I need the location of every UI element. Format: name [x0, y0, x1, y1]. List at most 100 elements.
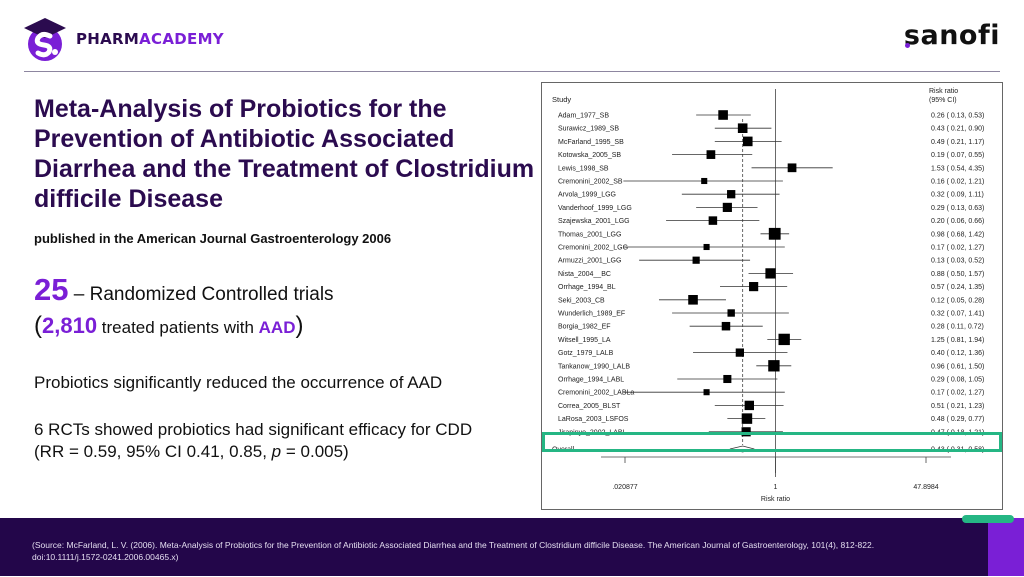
- column-header-study: Study: [552, 95, 571, 104]
- effect-value-label: 0.17 ( 0.02, 1.27): [931, 390, 984, 397]
- effect-size-marker: [737, 123, 748, 133]
- x-tick-label: .020877: [612, 484, 637, 491]
- effect-size-marker: [765, 268, 776, 279]
- graduation-cap-s-icon: [20, 14, 70, 64]
- study-label: Surawicz_1989_SB: [558, 126, 619, 133]
- effect-size-marker: [688, 295, 698, 305]
- effect-size-marker: [741, 413, 753, 424]
- stat-patients-number: 2,810: [42, 313, 98, 338]
- effect-value-label: 1.53 ( 0.54, 4.35): [931, 165, 984, 172]
- effect-size-marker: [768, 360, 780, 372]
- study-label: Cremonini_2002_LABLa: [558, 390, 634, 397]
- effect-value-label: 0.20 ( 0.06, 0.66): [931, 218, 984, 225]
- column-header-ci: (95% CI): [929, 97, 957, 104]
- effect-size-marker: [723, 374, 732, 384]
- effect-size-marker: [703, 389, 710, 396]
- effect-value-label: 0.40 ( 0.12, 1.36): [931, 350, 984, 357]
- study-label: Correa_2005_BLST: [558, 403, 621, 410]
- effect-value-label: 0.32 ( 0.07, 1.41): [931, 311, 984, 318]
- study-label: LaRosa_2003_LSFOS: [558, 416, 629, 423]
- effect-size-marker: [727, 309, 735, 317]
- overall-highlight-box: [542, 432, 1002, 452]
- finding-cdd: 6 RCTs showed probiotics had significant…: [34, 419, 504, 463]
- effect-value-label: 0.96 ( 0.61, 1.50): [931, 363, 984, 370]
- effect-size-marker: [749, 282, 759, 292]
- forest-plot: Study Risk ratio (95% CI) Adam_1977_SB 0.…: [541, 82, 1003, 510]
- footer-bar: [0, 518, 1024, 576]
- effect-value-label: 0.29 ( 0.13, 0.63): [931, 205, 984, 212]
- study-label: McFarland_1995_SB: [558, 139, 624, 146]
- study-label: Adam_1977_SB: [558, 113, 609, 120]
- stat-trials: 25 – Randomized Controlled trials: [34, 272, 334, 308]
- effect-value-label: 0.16 ( 0.02, 1.21): [931, 179, 984, 186]
- effect-size-marker: [778, 333, 790, 346]
- pharmacademy-wordmark: PHARMACADEMY: [76, 30, 224, 48]
- stat-trials-number: 25: [34, 272, 69, 307]
- study-label: Thomas_2001_LGG: [558, 231, 621, 238]
- study-label: Seki_2003_CB: [558, 297, 605, 304]
- study-label: Orrhage_1994_LABL: [558, 377, 624, 384]
- footer-green-pill: [962, 515, 1014, 523]
- effect-value-label: 0.19 ( 0.07, 0.55): [931, 152, 984, 159]
- effect-size-marker: [768, 227, 781, 240]
- effect-value-label: 0.98 ( 0.68, 1.42): [931, 231, 984, 238]
- study-label: Borgia_1982_EF: [558, 324, 611, 331]
- study-label: Nista_2004__BC: [558, 271, 611, 278]
- effect-value-label: 0.32 ( 0.09, 1.11): [931, 192, 984, 199]
- effect-size-marker: [742, 136, 753, 147]
- effect-value-label: 0.43 ( 0.21, 0.90): [931, 126, 984, 133]
- effect-value-label: 1.25 ( 0.81, 1.94): [931, 337, 984, 344]
- header-divider: [24, 71, 1000, 72]
- study-label: Tankanow_1990_LALB: [558, 363, 630, 370]
- study-label: Wunderlich_1989_EF: [558, 311, 625, 318]
- slide-subtitle: published in the American Journal Gastro…: [34, 231, 392, 246]
- x-tick-label: 47.8984: [913, 484, 938, 491]
- finding-cdd-text-b: = 0.005): [281, 442, 349, 461]
- effect-size-marker: [692, 256, 700, 264]
- study-label: Vanderhoof_1999_LGG: [558, 205, 632, 212]
- effect-value-label: 0.29 ( 0.08, 1.05): [931, 377, 984, 384]
- stat-patients-label: treated patients with: [97, 318, 259, 337]
- stat-patients: (2,810 treated patients with AAD): [34, 312, 304, 340]
- study-label: Armuzzi_2001_LGG: [558, 258, 621, 265]
- sanofi-wordmark: sanofi: [903, 20, 1000, 51]
- effect-size-marker: [727, 190, 736, 199]
- study-label: Arvola_1999_LGG: [558, 192, 616, 199]
- x-axis-label: Risk ratio: [761, 496, 790, 503]
- effect-value-label: 0.12 ( 0.05, 0.28): [931, 297, 984, 304]
- effect-size-marker: [787, 163, 797, 173]
- study-label: Orrhage_1994_BL: [558, 284, 616, 291]
- brand-part-pharm: PHARM: [76, 30, 140, 48]
- effect-size-marker: [744, 400, 754, 411]
- finding-cdd-text-a: 6 RCTs showed probiotics had significant…: [34, 420, 473, 461]
- study-label: Gotz_1979_LALB: [558, 350, 614, 357]
- sanofi-dot-icon: [904, 43, 910, 48]
- effect-value-label: 0.17 ( 0.02, 1.27): [931, 245, 984, 252]
- study-label: Cremonini_2002_SB: [558, 179, 623, 186]
- source-citation: (Source: McFarland, L. V. (2006). Meta-A…: [32, 540, 875, 562]
- effect-size-marker: [721, 321, 731, 331]
- paren-open: (: [34, 312, 42, 339]
- x-tick-label: 1: [774, 484, 778, 491]
- effect-value-label: 0.13 ( 0.03, 0.52): [931, 258, 984, 265]
- effect-value-label: 0.26 ( 0.13, 0.53): [931, 113, 984, 120]
- effect-value-label: 0.48 ( 0.29, 0.77): [931, 416, 984, 423]
- study-label: Kotowska_2005_SB: [558, 152, 621, 159]
- footer-accent-block: [988, 518, 1024, 576]
- effect-value-label: 0.88 ( 0.50, 1.57): [931, 271, 984, 278]
- paren-close: ): [295, 312, 304, 339]
- column-header-risk-ratio: Risk ratio: [929, 88, 958, 95]
- effect-size-marker: [722, 202, 732, 212]
- effect-size-marker: [741, 427, 751, 437]
- effect-size-marker: [703, 243, 710, 251]
- effect-value-label: 0.51 ( 0.21, 1.23): [931, 403, 984, 410]
- study-label: Lewis_1998_SB: [558, 165, 609, 172]
- effect-value-label: 0.57 ( 0.24, 1.35): [931, 284, 984, 291]
- effect-size-marker: [718, 110, 728, 120]
- study-label: Szajewska_2001_LGG: [558, 218, 630, 225]
- sanofi-logo: sanofi: [904, 20, 1000, 51]
- effect-size-marker: [701, 177, 708, 185]
- effect-size-marker: [735, 348, 744, 357]
- effect-value-label: 0.28 ( 0.11, 0.72): [931, 324, 984, 331]
